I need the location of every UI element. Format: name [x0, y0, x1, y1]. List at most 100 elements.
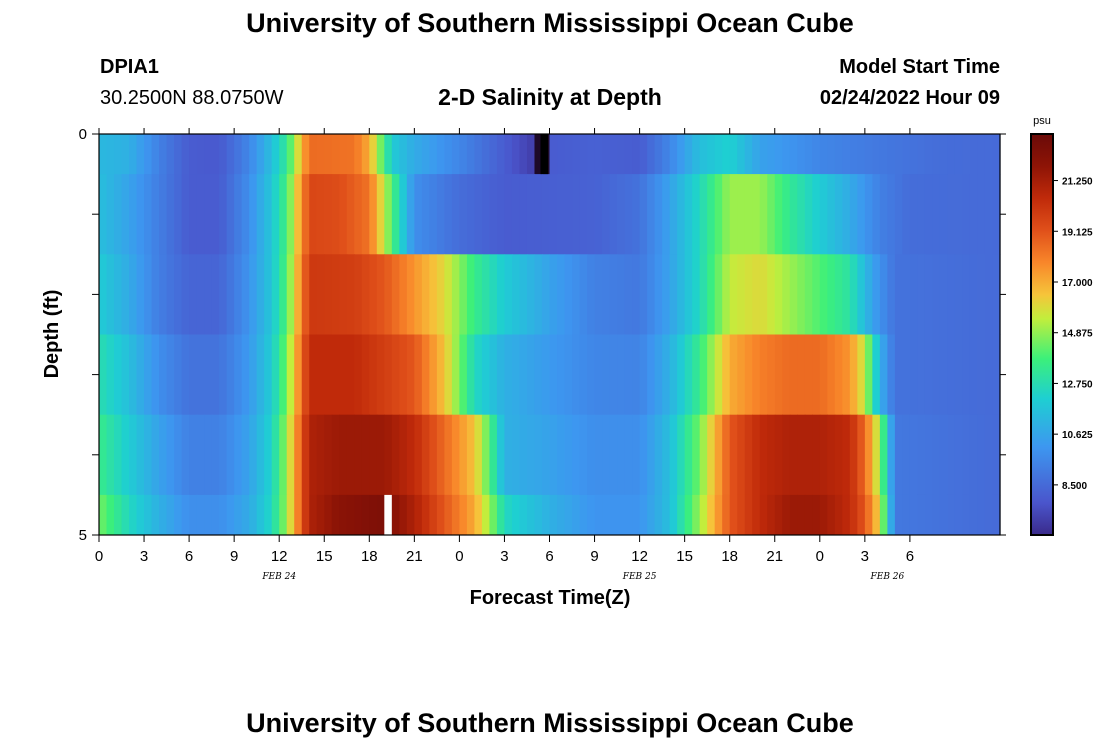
heatmap-cell	[204, 414, 213, 496]
heatmap-cell	[887, 174, 896, 255]
colorbar-tick-label: 14.875	[1062, 329, 1093, 340]
heatmap-cell	[572, 174, 581, 255]
heatmap-cell	[902, 174, 911, 255]
heatmap-cell	[992, 174, 1001, 255]
heatmap-cell	[737, 494, 746, 536]
heatmap-cell	[872, 254, 881, 335]
heatmap-cell	[519, 174, 528, 255]
heatmap-cell	[459, 414, 468, 496]
heatmap-cell	[534, 494, 543, 536]
heatmap-cell	[699, 174, 708, 255]
heatmap-cell	[864, 334, 873, 416]
heatmap-cell	[729, 334, 738, 416]
heatmap-cell	[294, 334, 303, 416]
heatmap-cell	[316, 174, 325, 255]
heatmap-cell	[594, 494, 603, 536]
heatmap-cell	[924, 254, 934, 335]
heatmap-cell	[737, 414, 746, 496]
heatmap-cell	[594, 334, 603, 416]
heatmap-cell	[241, 334, 250, 416]
heatmap-cell	[857, 494, 866, 536]
heatmap-cell	[181, 134, 190, 175]
x-tick-label: 0	[816, 548, 824, 565]
heatmap-cell	[271, 414, 280, 496]
heatmap-cell	[647, 414, 656, 496]
footer-title: University of Southern Mississippi Ocean…	[246, 708, 854, 738]
heatmap-cell	[414, 494, 423, 536]
heatmap-cell	[511, 334, 521, 416]
heatmap-cell	[939, 254, 949, 335]
heatmap-cell	[662, 134, 671, 175]
heatmap-cell	[984, 334, 994, 416]
heatmap-cell	[436, 494, 445, 536]
heatmap-cell	[376, 134, 385, 175]
heatmap-cell	[174, 134, 183, 175]
heatmap-cell	[316, 494, 325, 536]
heatmap-cell	[414, 134, 423, 175]
heatmap-cell	[714, 254, 723, 335]
heatmap-cell	[121, 254, 130, 335]
heatmap-cell	[864, 414, 873, 496]
heatmap-cell	[699, 494, 708, 536]
x-tick-label: 18	[361, 548, 378, 565]
heatmap-cell	[481, 174, 491, 255]
heatmap-cell	[189, 414, 198, 496]
heatmap-cell	[804, 134, 813, 175]
heatmap-cell	[144, 174, 153, 255]
heatmap-cell	[737, 134, 746, 175]
heatmap-cell	[121, 174, 130, 255]
heatmap-cell	[609, 134, 618, 175]
heatmap-cell	[579, 334, 588, 416]
heatmap-cell	[174, 174, 183, 255]
heatmap-cell	[444, 334, 453, 416]
heatmap-special-cell	[384, 494, 392, 535]
heatmap-cell	[421, 414, 430, 496]
heatmap-cell	[159, 174, 168, 255]
heatmap-cell	[181, 334, 190, 416]
heatmap-cell	[519, 134, 528, 175]
heatmap-cell	[902, 414, 911, 496]
heatmap-cell	[699, 414, 708, 496]
heatmap-cell	[947, 334, 956, 416]
heatmap-cell	[894, 134, 903, 175]
heatmap-cell	[827, 414, 836, 496]
heatmap-cell	[309, 414, 318, 496]
heatmap-cell	[361, 334, 370, 416]
heatmap-cell	[159, 134, 168, 175]
heatmap-cell	[924, 134, 934, 175]
heatmap-cell	[654, 174, 663, 255]
heatmap-cell	[564, 334, 573, 416]
heatmap-cell	[639, 254, 648, 335]
heatmap-cell	[812, 174, 821, 255]
heatmap-cell	[361, 414, 370, 496]
heatmap-cell	[977, 494, 986, 536]
heatmap-cell	[541, 254, 551, 335]
x-tick-label: 0	[95, 548, 103, 565]
heatmap-cell	[827, 174, 836, 255]
heatmap-cell	[226, 134, 235, 175]
heatmap-cell	[819, 494, 828, 536]
x-tick-label: 6	[545, 548, 553, 565]
heatmap-cell	[939, 494, 949, 536]
heatmap-cell	[121, 494, 130, 536]
heatmap-cell	[504, 254, 513, 335]
heatmap-cell	[474, 254, 483, 335]
heatmap-cell	[219, 174, 228, 255]
colorbar-tick-label: 21.250	[1062, 177, 1093, 188]
heatmap-cell	[887, 414, 896, 496]
heatmap-cell	[602, 414, 611, 496]
heatmap-cell	[879, 134, 888, 175]
heatmap-cell	[647, 494, 656, 536]
heatmap-cell	[234, 334, 243, 416]
heatmap-cell	[587, 494, 596, 536]
heatmap-cell	[932, 174, 941, 255]
heatmap-cell	[609, 334, 618, 416]
heatmap-cell	[106, 494, 115, 536]
heatmap-cell	[444, 174, 453, 255]
heatmap-cell	[857, 174, 866, 255]
heatmap-cell	[669, 254, 678, 335]
heatmap-cell	[286, 254, 295, 335]
heatmap-cell	[632, 414, 641, 496]
heatmap-cell	[421, 174, 430, 255]
heatmap-cell	[399, 254, 408, 335]
